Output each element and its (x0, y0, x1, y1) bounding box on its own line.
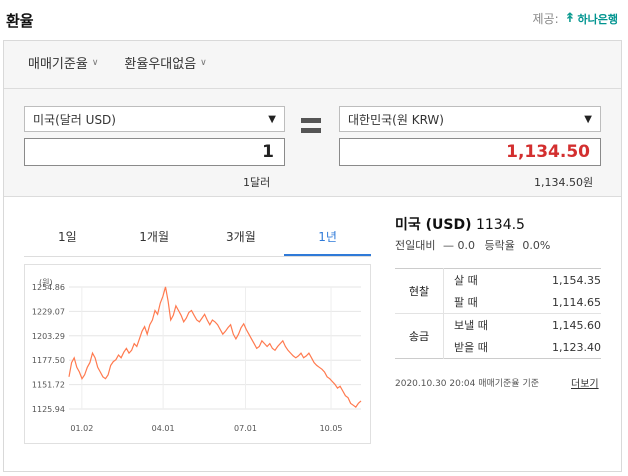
rate-summary-title: 미국 (USD) 1134.5 (395, 214, 525, 234)
x-tick-label: 10.05 (320, 424, 343, 433)
chevron-down-icon: ∨ (91, 57, 99, 68)
table-row: 현찰 살 때 1,154.35 (395, 268, 601, 298)
period-tabs: 1일 1개월 3개월 1년 (24, 222, 371, 257)
category-cash: 현찰 (408, 285, 430, 298)
page-title: 환율 (6, 12, 34, 30)
x-tick-label: 04.01 (152, 424, 175, 433)
provider-name: 하나은행 (577, 12, 618, 26)
provider-info: 제공: ↟ 하나은행 (532, 10, 618, 27)
dropdown-arrow-icon: ▼ (584, 113, 592, 125)
category-remittance: 송금 (395, 313, 444, 359)
filter-preferential-rate[interactable]: 환율우대없음 ∨ (124, 53, 206, 72)
rate-value: 1,123.40 (552, 340, 601, 354)
hana-logo-icon: ↟ (564, 11, 576, 26)
rate-value: 1,154.35 (552, 273, 601, 287)
y-tick-label: 1229.07 (32, 307, 65, 316)
series-line (68, 286, 362, 408)
x-tick-label: 01.02 (70, 424, 93, 433)
from-amount-input[interactable]: 1 (24, 138, 285, 166)
equals-icon (301, 118, 321, 140)
divider (4, 88, 621, 89)
exchange-rate-chart: (원) 1254.86 1229.07 1203.29 1177.50 1151.72 11… (24, 264, 371, 444)
tab-1-month[interactable]: 1개월 (139, 230, 169, 244)
dropdown-arrow-icon: ▼ (268, 113, 276, 125)
rate-label: 등락율 (484, 239, 515, 252)
change-label: 전일대비 (395, 239, 436, 252)
rate-country: 미국 (USD) (395, 217, 472, 233)
filter-bar: 매매기준율 ∨ 환율우대없음 ∨ (28, 53, 207, 72)
y-tick-label: 1177.50 (32, 356, 65, 365)
y-tick-label: 1203.29 (32, 332, 65, 341)
chart-svg: (원)1254.86 1229.07 1203.29 1177.50 1151.72 11… (32, 278, 362, 433)
x-tick-label: 07.01 (234, 424, 257, 433)
filter-label: 환율우대없음 (124, 57, 197, 72)
table-row: 송금 보낼 때 1,145.60 (395, 313, 601, 359)
y-tick-label: 1125.94 (32, 405, 65, 414)
tab-1-year[interactable]: 1년 (284, 222, 371, 256)
provider-label: 제공: (532, 12, 559, 26)
table-row: 받을 때 1,123.40 (395, 336, 601, 359)
to-currency-label: 대한민국(원 KRW) (348, 112, 444, 127)
to-amount-input[interactable]: 1,134.50 (339, 138, 601, 166)
rate-value: 1134.5 (475, 217, 525, 233)
from-currency-select[interactable]: 미국(달러 USD) ▼ (24, 106, 285, 132)
filter-base-rate[interactable]: 매매기준율 ∨ (28, 53, 98, 72)
from-currency-label: 미국(달러 USD) (33, 112, 116, 127)
change-flat-icon: — (442, 239, 454, 252)
rate-type: 보낼 때 (443, 313, 508, 336)
chevron-down-icon: ∨ (200, 57, 207, 68)
hana-bank-logo[interactable]: ↟ 하나은행 (565, 11, 618, 27)
rate-type: 살 때 (443, 268, 508, 291)
y-tick-label: 1254.86 (32, 283, 65, 292)
to-currency-select[interactable]: 대한민국(원 KRW) ▼ (339, 106, 601, 132)
timestamp-note: 2020.10.30 20:04 매매기준율 기준 (395, 379, 540, 389)
tab-3-months[interactable]: 3개월 (226, 230, 256, 244)
filter-label: 매매기준율 (28, 57, 88, 72)
rate-percent: 0.0% (522, 239, 551, 252)
from-amount-caption: 1달러 (243, 176, 271, 189)
table-row: 팔 때 1,114.65 (395, 291, 601, 314)
divider (4, 196, 621, 197)
y-tick-label: 1151.72 (32, 381, 65, 390)
change-value: 0.0 (457, 239, 475, 252)
y-axis-label: (원) (39, 278, 53, 287)
rate-type: 받을 때 (443, 336, 508, 359)
rates-table: 현찰 살 때 1,154.35 팔 때 1,114.65 송금 보낼 때 1,1… (395, 268, 601, 359)
rate-value: 1,145.60 (508, 313, 601, 336)
rate-value: 1,114.65 (552, 295, 601, 309)
rate-type: 팔 때 (443, 291, 508, 314)
to-amount-caption: 1,134.50원 (534, 176, 594, 189)
tab-1-day[interactable]: 1일 (58, 230, 77, 244)
rate-change: 전일대비 — 0.0 등락율 0.0% (395, 237, 550, 253)
more-link[interactable]: 더보기 (571, 379, 599, 390)
